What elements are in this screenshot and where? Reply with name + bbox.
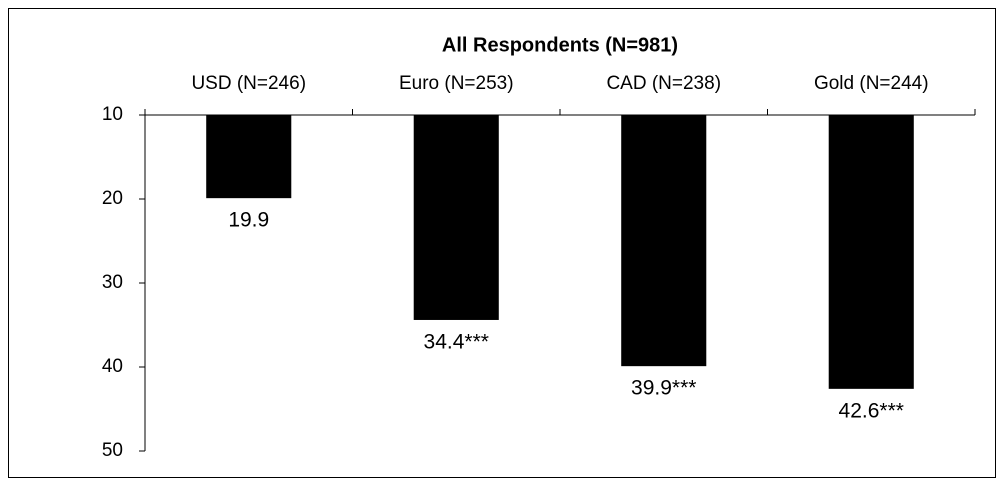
x-tick-label: Gold (N=244) — [814, 73, 929, 94]
chart-title: All Respondents (N=981) — [442, 34, 678, 56]
bar — [621, 115, 707, 367]
value-label: 19.9 — [228, 209, 269, 232]
bar — [828, 115, 914, 389]
x-tick-label: CAD (N=238) — [606, 73, 721, 94]
value-label: 34.4*** — [424, 331, 489, 354]
y-tick-label: 40 — [102, 356, 123, 377]
x-tick-label: USD (N=246) — [191, 73, 306, 94]
value-label: 42.6*** — [839, 399, 904, 422]
y-tick-label: 10 — [102, 104, 123, 125]
y-tick-label: 20 — [102, 188, 123, 209]
y-tick-label: 30 — [102, 272, 123, 293]
x-tick-label: Euro (N=253) — [399, 73, 514, 94]
y-tick-label: 50 — [102, 440, 123, 461]
value-label: 39.9*** — [631, 377, 696, 400]
bar — [413, 115, 499, 320]
bar — [206, 115, 292, 199]
